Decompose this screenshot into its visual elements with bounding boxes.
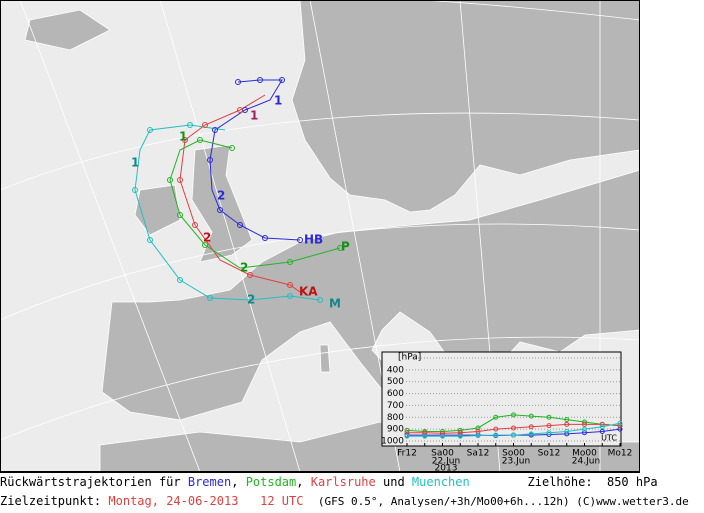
point [511, 412, 516, 418]
map-label: 2 [217, 189, 225, 203]
point [493, 426, 499, 432]
map-label: 2 [240, 261, 248, 275]
y-tick-label: 800 [387, 413, 404, 423]
text: Karlsruhe [310, 475, 376, 489]
map-label: KA [299, 285, 318, 299]
trajectory-points [132, 77, 343, 303]
footer: Rückwärtstrajektorien für Bremen, Potsda… [0, 472, 689, 513]
map-label: 1 [250, 109, 258, 123]
x-tick-label: Mo12 [608, 449, 633, 459]
map-label: 1 [179, 130, 187, 144]
y-tick-label: 600 [387, 389, 404, 399]
map-label: HB [304, 233, 323, 247]
point [528, 431, 534, 437]
series-line [407, 423, 621, 434]
point [475, 433, 481, 439]
point [404, 433, 410, 439]
date-label: 22.Jun [432, 457, 460, 467]
point [564, 417, 570, 423]
point [422, 433, 428, 439]
map-label: 2 [203, 231, 211, 245]
point [440, 430, 445, 436]
series-line [407, 422, 621, 437]
x-tick-label: Sa00 [431, 449, 454, 459]
date-label: 2013 [435, 464, 458, 473]
x-tick-label: Sa12 [467, 449, 490, 459]
point [582, 421, 587, 427]
x-tick-label: So00 [502, 449, 525, 459]
text: Bremen [187, 475, 232, 489]
y-tick-label: 400 [387, 365, 404, 375]
frame [0, 0, 640, 472]
x-tick-label: Fr12 [397, 449, 417, 459]
point [528, 413, 534, 419]
date-label: 24.Jun [572, 457, 600, 467]
y-tick-label: 1000 [381, 437, 404, 447]
text: Zielhöhe: 850 hPa [527, 475, 658, 489]
text: Montag, 24-06-2013 12 UTC [108, 494, 304, 508]
point [582, 426, 587, 432]
date-label: 23.Jun [502, 457, 530, 467]
map-label: 1 [131, 156, 139, 170]
text: Zielzeitpunkt: [0, 494, 102, 508]
text: (GFS 0.5°, Analysen/+3h/Mo00+6h...12h) (… [317, 495, 689, 508]
text: , [231, 475, 239, 489]
text: , [296, 475, 304, 489]
map: 1 2 HB 1 2 KA 1 2 P 1 2 M [hPa]400500600… [0, 0, 641, 474]
point [564, 421, 570, 427]
point [617, 420, 623, 426]
point [511, 432, 516, 438]
text: Rückwärtstrajektorien für [0, 475, 181, 489]
point [546, 423, 552, 429]
x-tick-label: Mo00 [572, 449, 597, 459]
point [546, 414, 552, 420]
inset-frame [381, 351, 622, 447]
y-tick-label: 500 [387, 377, 404, 387]
point [511, 425, 516, 431]
point [599, 429, 605, 435]
map-label: P [341, 240, 350, 254]
trajectories [134, 79, 341, 301]
point [493, 432, 499, 438]
point [440, 433, 445, 439]
text: Potsdam [245, 475, 297, 489]
point [457, 433, 463, 439]
x-tick-label: So12 [538, 449, 561, 459]
map-label: 1 [274, 94, 282, 108]
map-label: M [329, 297, 341, 311]
point [493, 414, 499, 420]
point [599, 424, 605, 430]
y-tick-label: 900 [387, 425, 404, 435]
text: und [383, 475, 405, 489]
utc-label: UTC [601, 434, 617, 443]
map-label: 2 [247, 293, 255, 307]
point [546, 430, 552, 436]
point [528, 424, 534, 430]
text: Muenchen [411, 475, 470, 489]
y-tick-label: 700 [387, 401, 404, 411]
point [564, 429, 570, 435]
